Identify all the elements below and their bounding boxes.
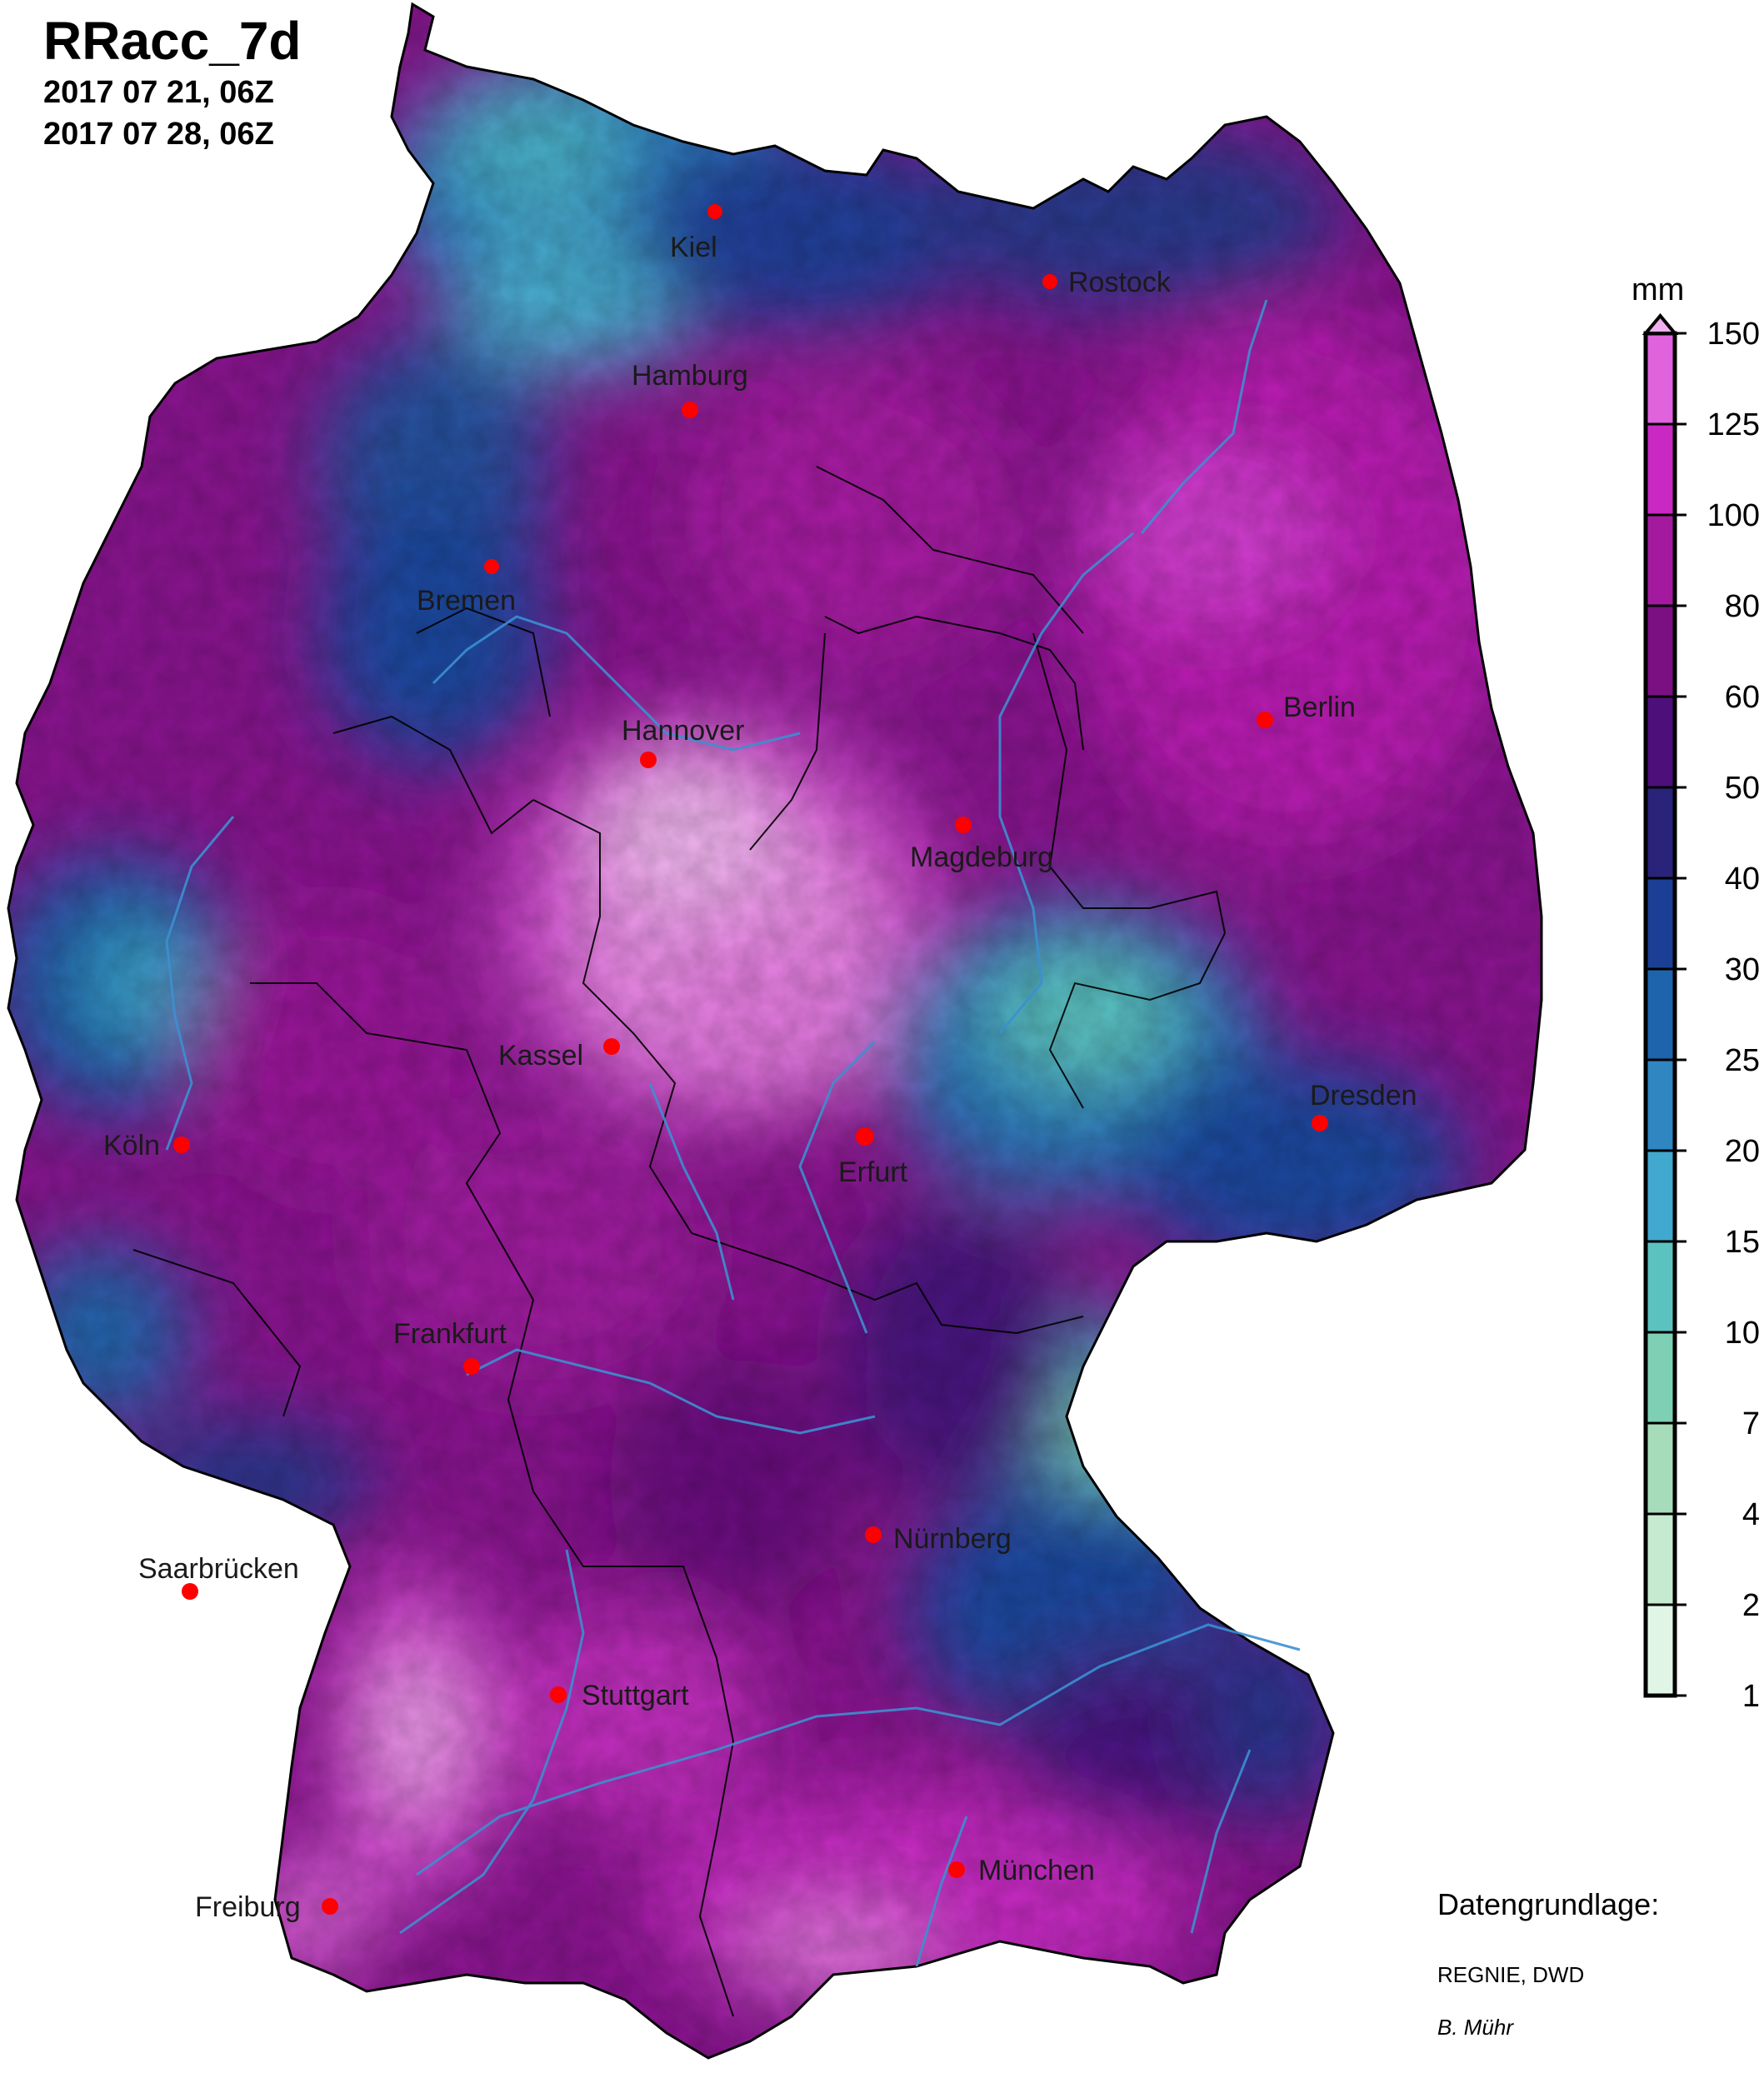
svg-text:Freiburg: Freiburg (195, 1891, 301, 1923)
legend-swatch (1644, 967, 1677, 1061)
svg-text:Berlin: Berlin (1283, 692, 1356, 723)
color-legend: mm 1 2 4 7 10 15 20 25 30 40 50 60 80 100 125 150 (1632, 272, 1760, 1714)
legend-swatch (1644, 786, 1677, 880)
city-frankfurt: Frankfurt (393, 1318, 507, 1375)
legend-tick-label: 2 (1742, 1588, 1760, 1623)
data-source-heading: Datengrundlage: (1437, 1887, 1660, 1921)
city-hannover: Hannover (622, 715, 744, 768)
svg-text:Bremen: Bremen (417, 585, 516, 617)
svg-text:Erfurt: Erfurt (838, 1156, 908, 1188)
legend-swatch (1644, 1603, 1677, 1697)
city-saarbruecken: Saarbrücken (138, 1553, 299, 1600)
city-rostock: Rostock (1042, 267, 1172, 298)
rivers (165, 299, 1301, 1967)
svg-text:Köln: Köln (103, 1130, 160, 1161)
legend-swatch (1644, 1512, 1677, 1606)
data-source: REGNIE, DWD (1437, 1962, 1585, 1987)
city-muenchen: München (948, 1855, 1095, 1886)
svg-text:München: München (978, 1855, 1095, 1886)
legend-swatch (1644, 1149, 1677, 1243)
legend-swatch (1644, 332, 1677, 426)
city-markers: Kiel Rostock Hamburg Bremen Hannover Ber… (103, 204, 1417, 1923)
legend-tick-label: 10 (1725, 1316, 1760, 1351)
city-hamburg: Hamburg (632, 360, 748, 418)
legend-tick-label: 60 (1725, 680, 1760, 715)
legend-tick-label: 4 (1742, 1497, 1760, 1532)
legend-swatch (1644, 604, 1677, 698)
svg-text:Hannover: Hannover (622, 715, 744, 747)
svg-text:Stuttgart: Stuttgart (582, 1680, 689, 1711)
legend-tick-label: 25 (1725, 1043, 1760, 1078)
city-koeln: Köln (103, 1130, 190, 1161)
city-berlin: Berlin (1257, 692, 1356, 728)
legend-tick-label: 7 (1742, 1406, 1760, 1441)
svg-text:Magdeburg: Magdeburg (910, 842, 1053, 873)
legend-tick-label: 40 (1725, 862, 1760, 897)
author-credit: B. Mühr (1437, 2015, 1514, 2040)
legend-ticks: 1 2 4 7 10 15 20 25 30 40 50 60 80 100 125 150 (1675, 317, 1760, 1714)
period-start: 2017 07 21, 06Z (43, 75, 274, 110)
legend-tick-label: 30 (1725, 952, 1760, 987)
city-stuttgart: Stuttgart (550, 1680, 689, 1711)
legend-bar (1643, 331, 1677, 1698)
map-title: RRacc_7d (43, 11, 302, 71)
legend-tick-label: 15 (1725, 1225, 1760, 1260)
city-bremen: Bremen (417, 559, 516, 617)
svg-text:Kiel: Kiel (670, 232, 717, 263)
state-borders (132, 466, 1226, 2017)
legend-tick-label: 100 (1707, 498, 1760, 533)
legend-swatch (1644, 695, 1677, 789)
city-nuernberg: Nürnberg (865, 1523, 1012, 1555)
legend-unit: mm (1632, 272, 1684, 307)
legend-tick-label: 150 (1707, 317, 1760, 352)
legend-swatch (1644, 1421, 1677, 1516)
city-freiburg: Freiburg (195, 1891, 338, 1923)
legend-swatch (1644, 513, 1677, 607)
city-erfurt: Erfurt (838, 1127, 908, 1188)
city-kiel: Kiel (670, 204, 722, 263)
legend-swatch (1644, 1058, 1677, 1152)
legend-swatch (1644, 422, 1677, 517)
city-dresden: Dresden (1310, 1080, 1417, 1131)
legend-tick-label: 50 (1725, 771, 1760, 806)
legend-tick-label: 1 (1742, 1679, 1760, 1714)
period-end: 2017 07 28, 06Z (43, 117, 274, 152)
city-kassel: Kassel (498, 1038, 620, 1071)
legend-tick-label: 80 (1725, 589, 1760, 624)
legend-swatch (1644, 1331, 1677, 1425)
svg-text:Kassel: Kassel (498, 1040, 583, 1071)
legend-swatch (1644, 877, 1677, 971)
svg-text:Dresden: Dresden (1310, 1080, 1417, 1111)
legend-tick-label: 20 (1725, 1134, 1760, 1169)
legend-tick-label: 125 (1707, 407, 1760, 442)
svg-text:Hamburg: Hamburg (632, 360, 748, 392)
svg-text:Rostock: Rostock (1068, 267, 1172, 298)
svg-text:Frankfurt: Frankfurt (393, 1318, 507, 1350)
svg-text:Saarbrücken: Saarbrücken (138, 1553, 299, 1585)
legend-overflow-arrow (1642, 312, 1679, 335)
city-magdeburg: Magdeburg (910, 817, 1053, 873)
svg-text:Nürnberg: Nürnberg (893, 1523, 1012, 1555)
legend-swatch (1644, 1240, 1677, 1334)
